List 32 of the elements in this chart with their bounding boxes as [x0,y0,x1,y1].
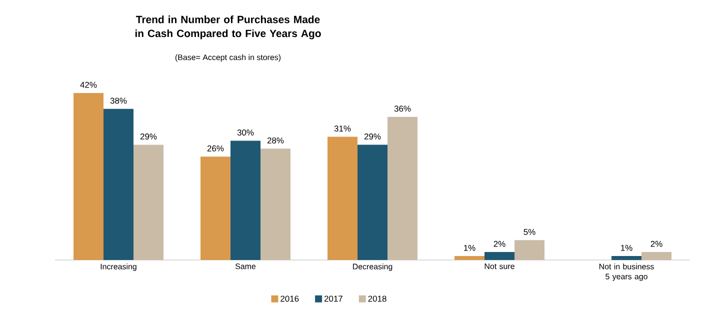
data-label: 1% [464,244,476,251]
bar [484,252,514,260]
data-label: 26% [207,145,224,152]
data-label: 29% [364,134,381,140]
data-label: 1% [621,244,632,251]
data-label: 2% [650,240,662,247]
bar [104,108,134,260]
bar [358,144,388,260]
chart-title: Trend in Number of Purchases Made in Cash Compared to Five Years Ago [135,16,321,40]
legend-label: 2018 [368,296,386,302]
bar [200,156,230,260]
data-label: 42% [80,82,97,88]
bar [260,148,290,260]
bar [514,240,544,260]
legend-label: 2017 [324,296,342,302]
bar [328,136,358,260]
data-label: 31% [334,126,351,132]
data-label: 5% [524,228,536,235]
bar [74,93,104,260]
data-label: 38% [110,98,127,104]
bar [454,256,484,260]
legend-label: 2016 [280,296,299,302]
bar [388,116,418,260]
data-label: 2% [494,240,506,247]
bar [612,256,642,260]
bar [134,144,164,260]
data-label: 28% [267,137,284,144]
bar [642,252,672,260]
data-label: 30% [237,130,254,136]
data-label: 29% [140,134,157,140]
bar [230,140,260,260]
data-label: 36% [394,106,411,112]
